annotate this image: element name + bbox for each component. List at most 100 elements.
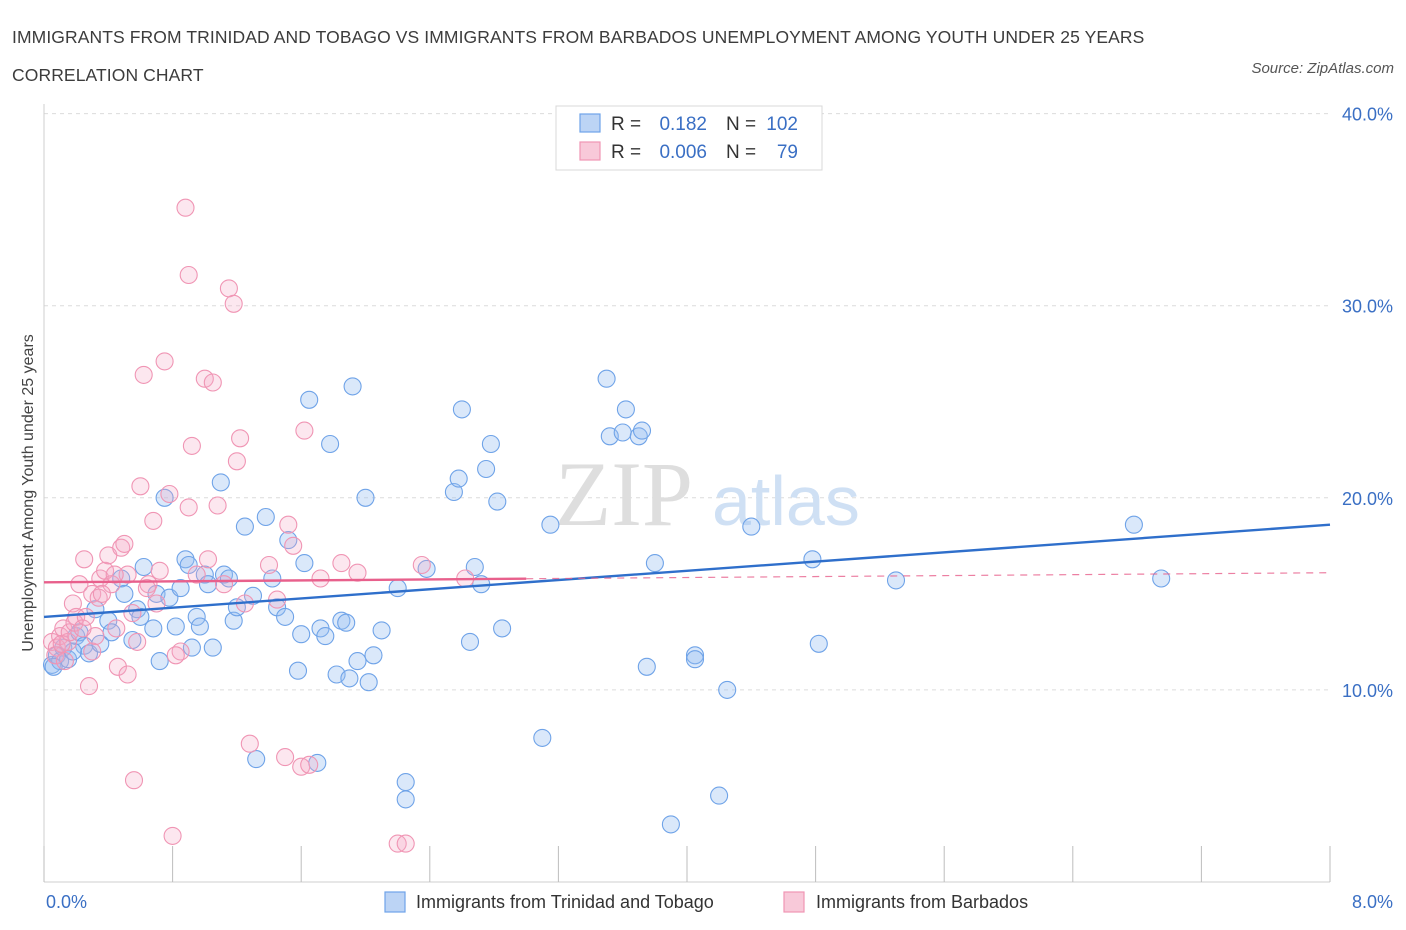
point-trinidad bbox=[645, 554, 664, 573]
point-barbados bbox=[76, 607, 95, 626]
point-trinidad bbox=[211, 473, 230, 492]
point-trinidad bbox=[396, 773, 415, 792]
point-barbados bbox=[79, 677, 99, 696]
stats-r-label-1: R = bbox=[611, 114, 641, 135]
y-tick-label: 20.0% bbox=[1342, 489, 1393, 509]
y-axis-label: Unemployment Among Youth under 25 years bbox=[20, 334, 37, 652]
point-barbados bbox=[63, 594, 82, 613]
point-barbados bbox=[108, 657, 127, 676]
point-trinidad bbox=[359, 673, 378, 692]
point-barbados bbox=[163, 826, 182, 845]
point-trinidad bbox=[263, 569, 282, 588]
point-trinidad bbox=[541, 515, 560, 534]
point-trinidad bbox=[477, 459, 496, 479]
point-barbados bbox=[123, 604, 142, 623]
point-barbados bbox=[144, 511, 163, 530]
point-trinidad bbox=[166, 617, 185, 636]
point-trinidad bbox=[279, 531, 298, 550]
point-barbados bbox=[115, 534, 134, 553]
point-trinidad bbox=[276, 607, 295, 626]
stats-n-label-1: N = bbox=[726, 114, 756, 135]
point-trinidad bbox=[44, 657, 63, 676]
point-trinidad bbox=[288, 661, 308, 680]
point-barbados bbox=[332, 554, 351, 573]
point-barbados bbox=[70, 575, 89, 594]
stats-r-label-2: R = bbox=[611, 142, 641, 163]
point-trinidad bbox=[809, 634, 828, 653]
point-trinidad bbox=[452, 400, 471, 419]
point-barbados bbox=[279, 515, 298, 534]
point-trinidad bbox=[348, 652, 367, 671]
point-trinidad bbox=[718, 680, 737, 699]
chart-title: IMMIGRANTS FROM TRINIDAD AND TOBAGO VS I… bbox=[12, 27, 1145, 85]
stats-n-label-2: N = bbox=[726, 142, 756, 163]
point-trinidad bbox=[460, 632, 480, 651]
y-tick-label: 30.0% bbox=[1342, 297, 1393, 317]
legend-label-barbados: Immigrants from Barbados bbox=[816, 892, 1028, 912]
point-barbados bbox=[224, 294, 243, 313]
point-trinidad bbox=[295, 554, 314, 573]
point-trinidad bbox=[256, 507, 275, 527]
points-layer bbox=[42, 198, 1171, 853]
point-trinidad bbox=[616, 400, 635, 419]
point-barbados bbox=[396, 834, 415, 853]
point-trinidad bbox=[115, 584, 134, 603]
point-trinidad bbox=[372, 621, 391, 640]
point-barbados bbox=[46, 646, 65, 665]
point-barbados bbox=[179, 265, 198, 285]
point-barbados bbox=[83, 642, 102, 661]
y-tick-label: 40.0% bbox=[1342, 105, 1393, 125]
point-trinidad bbox=[661, 815, 680, 834]
point-trinidad bbox=[176, 550, 195, 569]
legend-swatch-trinidad bbox=[384, 891, 406, 913]
stats-n-value-1: 102 bbox=[766, 114, 798, 135]
point-barbados bbox=[59, 632, 78, 651]
point-barbados bbox=[231, 429, 250, 448]
point-trinidad bbox=[343, 377, 362, 396]
point-barbados bbox=[118, 665, 137, 684]
point-barbados bbox=[198, 550, 218, 569]
stats-r-value-2: 0.006 bbox=[659, 142, 707, 163]
point-barbados bbox=[276, 748, 295, 767]
point-barbados bbox=[208, 496, 227, 515]
point-trinidad bbox=[444, 482, 463, 502]
trend-line-barbados bbox=[43, 577, 527, 584]
point-trinidad bbox=[481, 434, 500, 454]
point-barbados bbox=[128, 632, 147, 651]
point-barbados bbox=[150, 561, 169, 580]
point-barbados bbox=[118, 565, 137, 584]
point-trinidad bbox=[637, 657, 656, 676]
point-trinidad bbox=[171, 579, 190, 598]
point-barbados bbox=[214, 575, 234, 594]
point-barbados bbox=[137, 579, 156, 598]
point-trinidad bbox=[742, 517, 761, 536]
point-barbados bbox=[182, 436, 201, 455]
point-barbados bbox=[284, 536, 303, 555]
point-barbados bbox=[73, 619, 92, 638]
point-trinidad bbox=[219, 569, 238, 588]
stats-legend: R = 0.182 N = 102 R = 0.006 N = 79 bbox=[555, 105, 823, 171]
tick-layer: 10.0% 20.0% 30.0% 40.0% 0.0% 8.0% bbox=[46, 105, 1393, 912]
point-barbados bbox=[219, 279, 238, 298]
watermark-zip: ZIP bbox=[555, 443, 693, 545]
point-trinidad bbox=[396, 790, 415, 809]
point-trinidad bbox=[134, 557, 153, 577]
point-barbados bbox=[240, 734, 259, 753]
point-trinidad bbox=[685, 646, 705, 665]
point-trinidad bbox=[337, 613, 356, 632]
point-trinidad bbox=[685, 650, 705, 669]
stats-r-value-1: 0.182 bbox=[659, 114, 707, 135]
point-trinidad bbox=[182, 638, 201, 657]
point-trinidad bbox=[886, 571, 906, 590]
point-trinidad bbox=[203, 638, 222, 657]
point-trinidad bbox=[1124, 515, 1143, 534]
point-barbados bbox=[75, 550, 94, 569]
point-trinidad bbox=[300, 390, 319, 409]
bottom-legend: Immigrants from Trinidad and Tobago Immi… bbox=[384, 891, 1028, 913]
point-trinidad bbox=[597, 369, 616, 388]
point-trinidad bbox=[292, 625, 311, 644]
point-barbados bbox=[105, 565, 124, 584]
point-barbados bbox=[160, 484, 179, 504]
point-trinidad bbox=[340, 669, 359, 688]
point-barbados bbox=[107, 619, 126, 638]
